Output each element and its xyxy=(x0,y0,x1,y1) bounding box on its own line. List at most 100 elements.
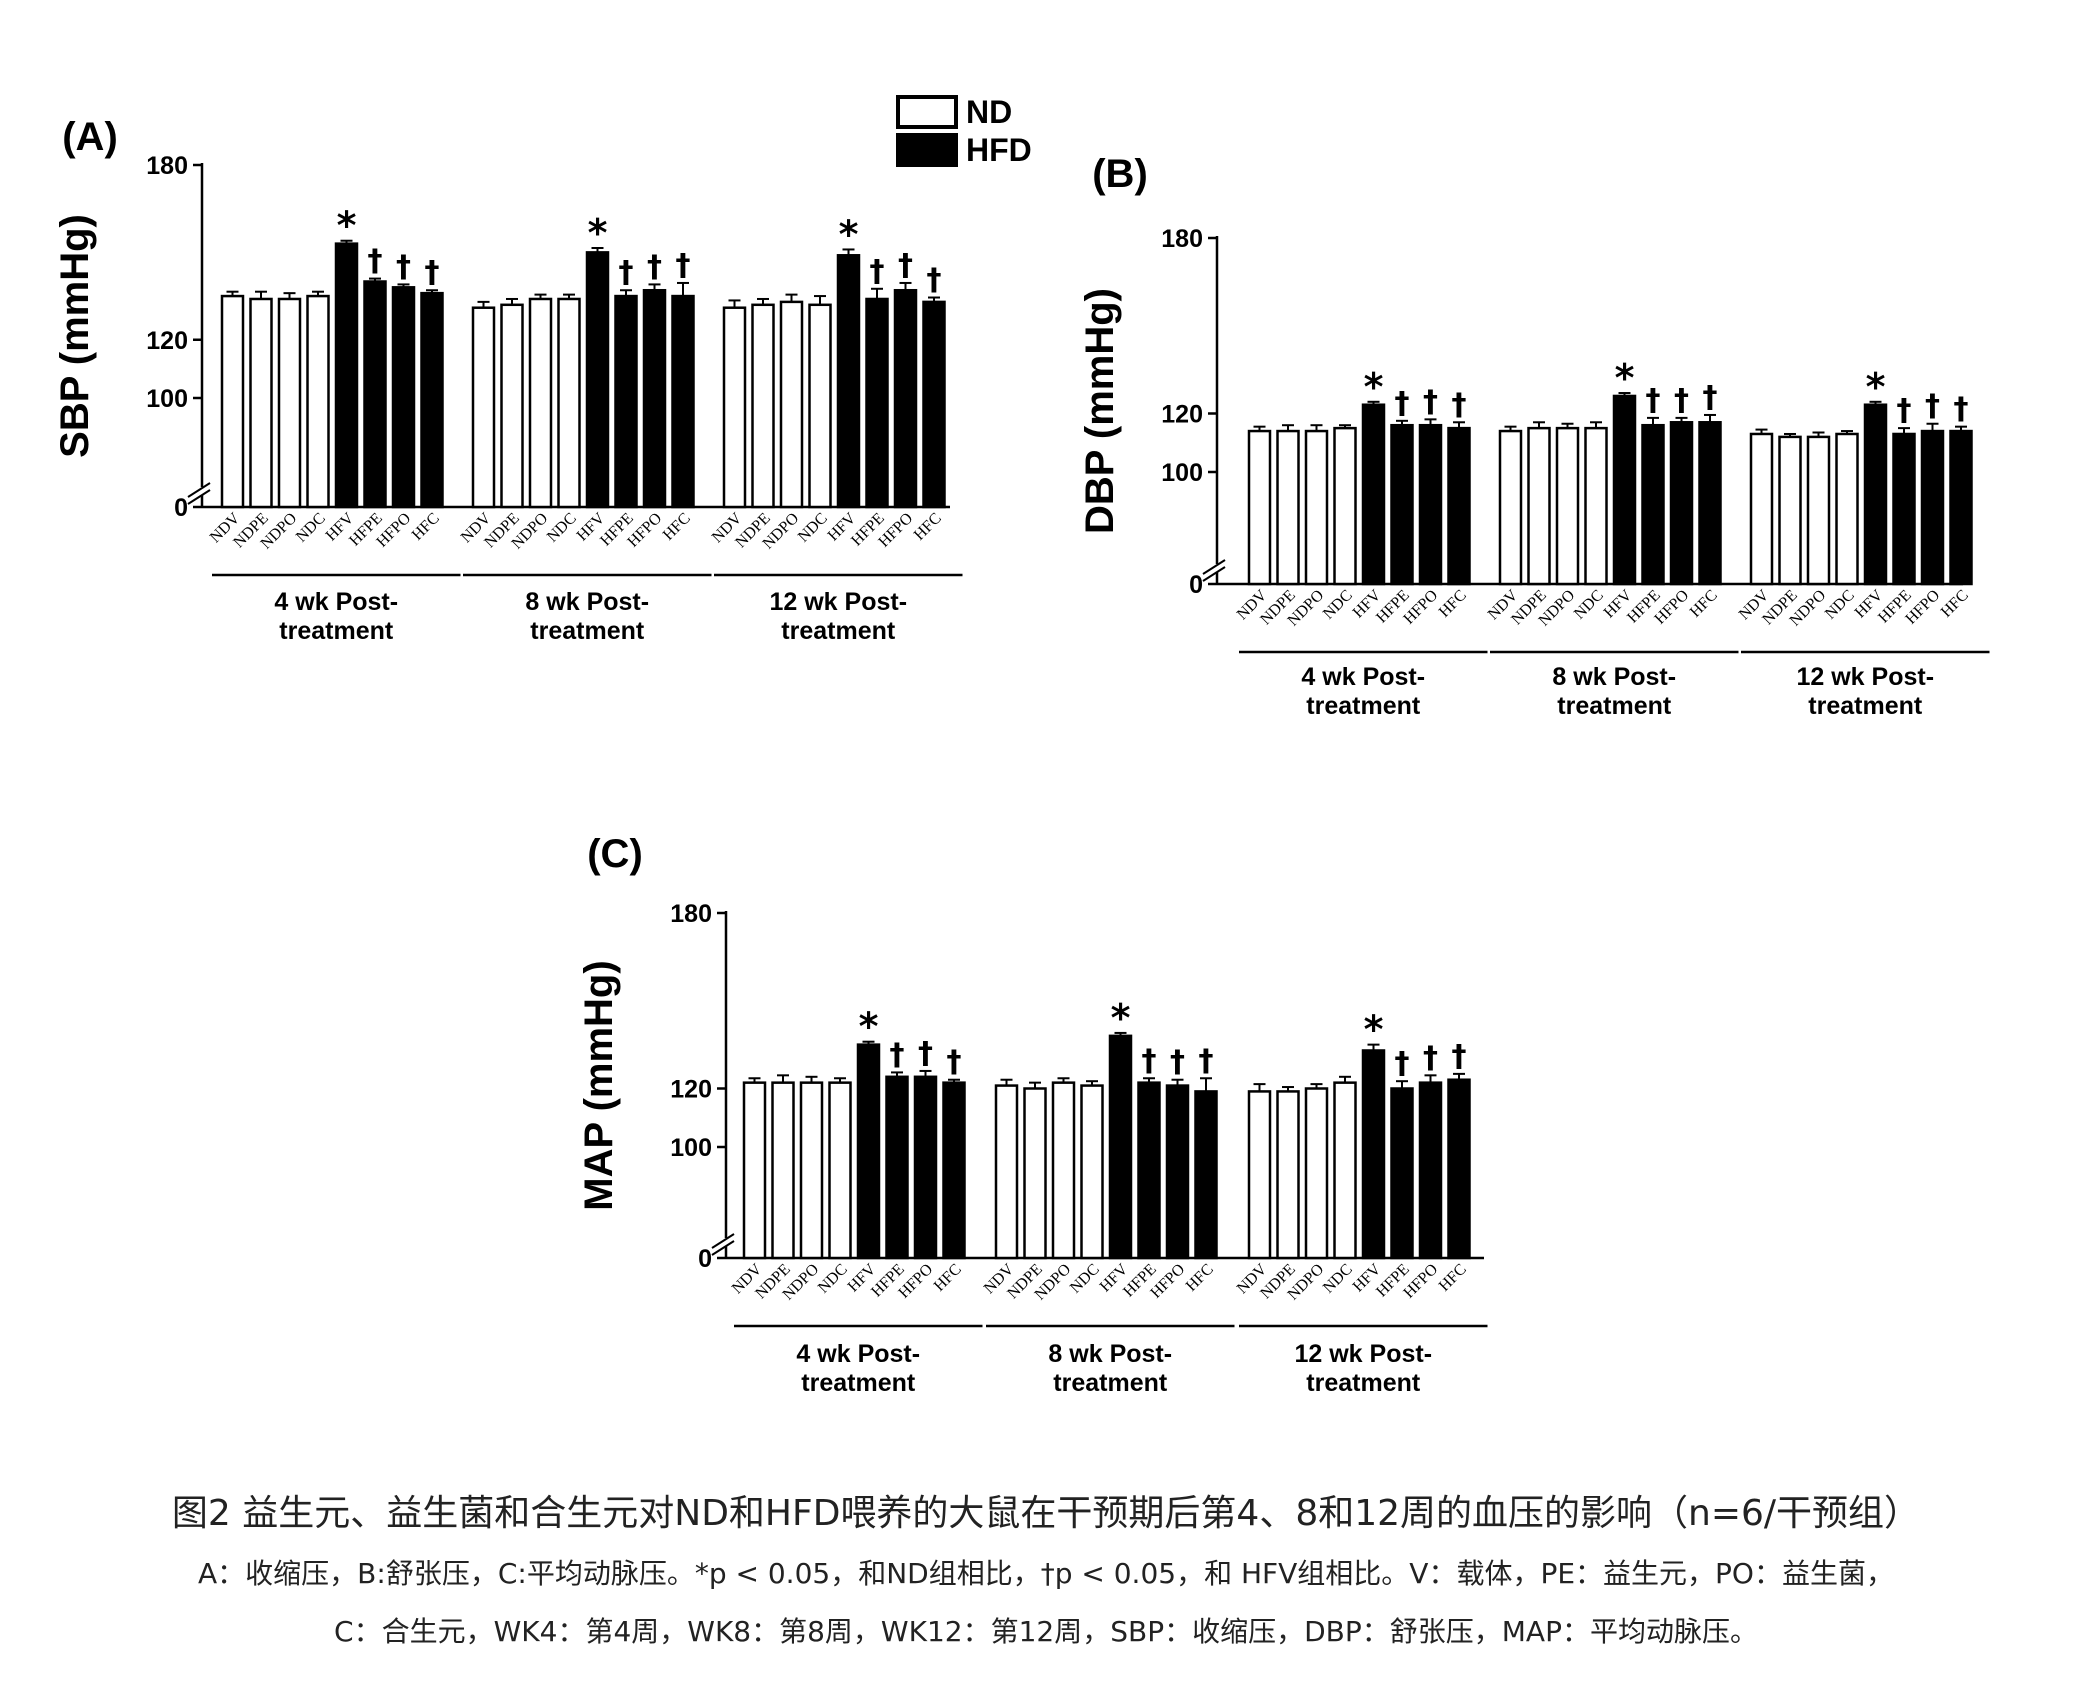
bar xyxy=(557,297,581,509)
significance-dagger: † xyxy=(619,255,634,290)
bar xyxy=(1390,423,1414,586)
group-label-line: 8 wk Post- xyxy=(1048,1340,1172,1368)
bar xyxy=(742,1081,767,1260)
y-axis-label: DBP (mmHg) xyxy=(1078,288,1122,534)
bar xyxy=(420,291,444,509)
group-label-line: treatment xyxy=(1557,692,1672,720)
bar xyxy=(671,294,695,509)
y-tick-label: 120 xyxy=(1161,401,1203,429)
y-tick-label: 100 xyxy=(1161,459,1203,487)
significance-dagger: † xyxy=(898,248,913,283)
significance-dagger: † xyxy=(1423,1040,1438,1075)
bar xyxy=(1447,1078,1471,1260)
bar xyxy=(722,306,747,509)
figure-caption-title: 图2 益生元、益生菌和合生元对ND和HFD喂养的大鼠在干预期后第4、8和12周的… xyxy=(171,1493,1921,1534)
bar xyxy=(1361,403,1386,586)
group-label-line: treatment xyxy=(1306,692,1421,720)
figure-caption-line-1: A：收缩压，B:舒张压，C:平均动脉压。*p < 0.05，和ND组相比，†p … xyxy=(198,1557,1894,1590)
legend-label: HFD xyxy=(966,132,1032,168)
bar xyxy=(1108,1034,1133,1260)
group-label-line: treatment xyxy=(1306,1369,1421,1397)
bar xyxy=(771,1081,795,1260)
category-label: HFC xyxy=(1436,1261,1470,1295)
category-label: NDC xyxy=(1822,587,1858,623)
group-label-line: 4 wk Post- xyxy=(274,588,398,616)
legend-swatch xyxy=(896,133,958,167)
y-tick-label: 180 xyxy=(146,152,188,180)
significance-dagger: † xyxy=(1703,380,1718,415)
bar xyxy=(1447,426,1471,586)
significance-dagger: † xyxy=(647,249,662,284)
group-label-line: 4 wk Post- xyxy=(1301,663,1425,691)
bar xyxy=(779,300,804,509)
significance-dagger: † xyxy=(1925,389,1940,424)
group-label-line: treatment xyxy=(781,617,896,645)
bar xyxy=(856,1043,881,1260)
group-label-line: treatment xyxy=(279,617,394,645)
group-label: 4 wk Post-treatment xyxy=(1301,663,1425,720)
bar xyxy=(836,254,861,509)
significance-dagger: † xyxy=(1423,384,1438,419)
significance-star: * xyxy=(1866,365,1886,409)
y-tick-label: 180 xyxy=(670,900,712,928)
chart-panel-c: (C)MAP (mmHg)0100120180NDVNDPENDPONDC*HF… xyxy=(577,832,1488,1397)
significance-dagger: † xyxy=(676,248,691,283)
y-tick-label: 100 xyxy=(146,385,188,413)
bar xyxy=(1276,429,1300,586)
category-label: HFC xyxy=(1938,587,1972,621)
bar xyxy=(363,280,387,509)
bar xyxy=(391,286,416,509)
significance-dagger: † xyxy=(1646,383,1661,418)
bar xyxy=(277,297,302,509)
group-label: 4 wk Post-treatment xyxy=(796,1340,920,1397)
category-label: NDC xyxy=(815,1261,851,1297)
axis-break-mark xyxy=(187,489,211,505)
panel-label: (A) xyxy=(62,115,118,159)
category-label: NDC xyxy=(544,510,580,546)
group-label-line: treatment xyxy=(530,617,645,645)
category-label: NDC xyxy=(1571,587,1607,623)
category-label: NDC xyxy=(293,510,329,546)
bar xyxy=(1247,429,1272,586)
bar xyxy=(614,294,638,509)
bar xyxy=(1194,1090,1218,1260)
category-label: HFC xyxy=(911,510,945,544)
bar xyxy=(334,242,359,509)
axis-break-mark xyxy=(187,482,211,498)
axis-break-mark xyxy=(1202,566,1226,582)
bar xyxy=(885,1075,909,1260)
y-tick-label: 0 xyxy=(1189,571,1203,599)
significance-dagger: † xyxy=(1674,383,1689,418)
bar xyxy=(1418,1081,1443,1260)
bar xyxy=(1023,1087,1047,1260)
bar xyxy=(1418,423,1443,586)
bar xyxy=(1612,394,1637,586)
group-label-line: 8 wk Post- xyxy=(1552,663,1676,691)
bar xyxy=(942,1081,966,1260)
category-label: HFC xyxy=(409,510,443,544)
significance-star: * xyxy=(588,211,608,255)
bar xyxy=(1949,429,1973,586)
significance-dagger: † xyxy=(1170,1045,1185,1080)
y-tick-label: 120 xyxy=(670,1076,712,1104)
significance-star: * xyxy=(839,212,859,256)
bar xyxy=(1333,1081,1357,1260)
group-label-line: treatment xyxy=(1808,692,1923,720)
bar xyxy=(1669,421,1694,586)
group-label: 12 wk Post-treatment xyxy=(1294,1340,1432,1397)
bar xyxy=(828,1081,852,1260)
bar xyxy=(1863,403,1888,586)
bar xyxy=(922,300,946,509)
group-label-line: 12 wk Post- xyxy=(1796,663,1934,691)
significance-dagger: † xyxy=(870,254,885,289)
category-label: HFC xyxy=(1183,1261,1217,1295)
bar xyxy=(1247,1090,1272,1260)
bar xyxy=(1749,432,1774,586)
significance-dagger: † xyxy=(1142,1043,1157,1078)
group-label-line: treatment xyxy=(1053,1369,1168,1397)
panel-label: (B) xyxy=(1092,152,1148,196)
bar xyxy=(500,303,524,509)
significance-dagger: † xyxy=(927,263,942,298)
bar xyxy=(913,1075,938,1260)
